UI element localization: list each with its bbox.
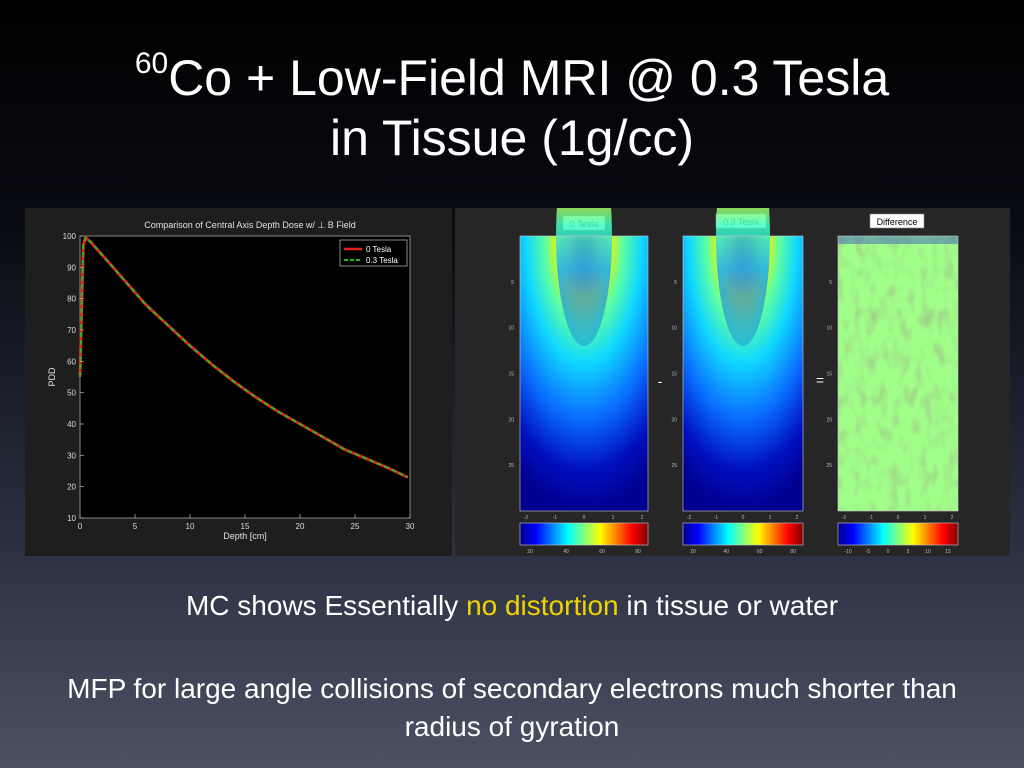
- caption-part-2: in tissue or water: [618, 590, 839, 621]
- map-y-tick-label: 10: [508, 326, 514, 332]
- map-y-tick-label: 25: [671, 463, 677, 469]
- colorbar-tick-label: 60: [757, 549, 763, 555]
- y-tick-label: 90: [67, 263, 76, 272]
- colorbar-tick-label: -5: [866, 549, 871, 555]
- y-tick-label: 80: [67, 295, 76, 304]
- colorbar-tick-label: 15: [945, 549, 951, 555]
- colorbar-tick-label: 5: [907, 549, 910, 555]
- map-x-tick-label: -1: [869, 515, 874, 521]
- x-tick-label: 15: [241, 522, 250, 531]
- map-y-tick-label: 20: [508, 417, 514, 423]
- y-tick-label: 50: [67, 389, 76, 398]
- map-x-tick-label: -1: [714, 515, 719, 521]
- colorbar-tick-label: 0: [887, 549, 890, 555]
- minus-operator: -: [658, 373, 663, 389]
- map-y-tick-label: 15: [826, 372, 832, 378]
- pdd-plot-area: [79, 235, 411, 519]
- dose-map-title: Difference: [877, 217, 918, 227]
- map-x-tick-label: -2: [687, 515, 692, 521]
- map-y-tick-label: 10: [671, 326, 677, 332]
- title-superscript: 60: [134, 47, 169, 80]
- x-tick-label: 30: [406, 522, 415, 531]
- map-x-tick-label: 0: [897, 515, 900, 521]
- map-x-tick-label: -2: [524, 515, 529, 521]
- colorbar-tick-label: -10: [844, 549, 851, 555]
- x-tick-label: 0: [78, 522, 83, 531]
- legend-label-0-tesla: 0 Tesla: [366, 245, 392, 254]
- map-y-tick-label: 20: [826, 417, 832, 423]
- map-y-tick-label: 25: [826, 463, 832, 469]
- map-x-tick-label: -1: [553, 515, 558, 521]
- pdd-y-axis-label: PDD: [47, 367, 57, 387]
- map-x-tick-label: 1: [924, 515, 927, 521]
- map-y-tick-label: 5: [829, 280, 832, 286]
- title-line-1: Co + Low-Field MRI @ 0.3 Tesla: [168, 50, 890, 106]
- y-tick-label: 60: [67, 357, 76, 366]
- colorbar-tick-label: 20: [527, 549, 533, 555]
- y-tick-label: 100: [63, 232, 77, 241]
- x-tick-label: 10: [186, 522, 195, 531]
- slide-title: 60Co + Low-Field MRI @ 0.3 Tesla in Tiss…: [0, 34, 1024, 168]
- pdd-x-axis-label: Depth [cm]: [223, 531, 267, 541]
- pdd-chart: Comparison of Central Axis Depth Dose w/…: [47, 220, 415, 541]
- caption-no-distortion: MC shows Essentially no distortion in ti…: [0, 588, 1024, 624]
- map-x-tick-label: 0: [583, 515, 586, 521]
- equals-operator: =: [816, 372, 824, 388]
- colorbar-tick-label: 20: [690, 549, 696, 555]
- x-tick-label: 5: [133, 522, 138, 531]
- map-y-tick-label: 15: [671, 372, 677, 378]
- pdd-chart-title: Comparison of Central Axis Depth Dose w/…: [144, 220, 355, 230]
- y-tick-label: 70: [67, 326, 76, 335]
- map-x-tick-label: 2: [641, 515, 644, 521]
- map-y-tick-label: 15: [508, 372, 514, 378]
- series-line-03-tesla: [79, 236, 409, 479]
- y-tick-label: 30: [67, 451, 76, 460]
- pdd-chart-panel: Comparison of Central Axis Depth Dose w/…: [25, 208, 452, 556]
- map-x-tick-label: 1: [612, 515, 615, 521]
- map-y-tick-label: 25: [508, 463, 514, 469]
- legend-label-03-tesla: 0.3 Tesla: [366, 256, 398, 265]
- map-y-tick-label: 20: [671, 417, 677, 423]
- map-y-tick-label: 5: [511, 280, 514, 286]
- colorbar-tick-label: 40: [724, 549, 730, 555]
- colorbar-tick-label: 80: [635, 549, 641, 555]
- map-x-tick-label: 2: [796, 515, 799, 521]
- colorbar-tick-label: 80: [790, 549, 796, 555]
- y-tick-label: 20: [67, 483, 76, 492]
- map-x-tick-label: -2: [842, 515, 847, 521]
- title-line-2: in Tissue (1g/cc): [329, 110, 694, 166]
- x-tick-label: 25: [351, 522, 360, 531]
- colorbar-tick-label: 60: [599, 549, 605, 555]
- map-x-tick-label: 1: [769, 515, 772, 521]
- map-y-tick-label: 10: [826, 326, 832, 332]
- x-tick-label: 20: [296, 522, 305, 531]
- caption-highlight: no distortion: [466, 590, 619, 621]
- map-y-tick-label: 5: [674, 280, 677, 286]
- map-x-tick-label: 0: [742, 515, 745, 521]
- caption-part-1: MC shows Essentially: [185, 590, 467, 621]
- caption-mfp: MFP for large angle collisions of second…: [67, 673, 957, 742]
- colorbar-tick-label: 40: [563, 549, 569, 555]
- pdd-legend: 0 Tesla 0.3 Tesla: [339, 239, 408, 267]
- colorbar-tick-label: 10: [925, 549, 931, 555]
- map-x-tick-label: 2: [951, 515, 954, 521]
- y-tick-label: 40: [67, 420, 76, 429]
- y-tick-label: 10: [67, 514, 76, 523]
